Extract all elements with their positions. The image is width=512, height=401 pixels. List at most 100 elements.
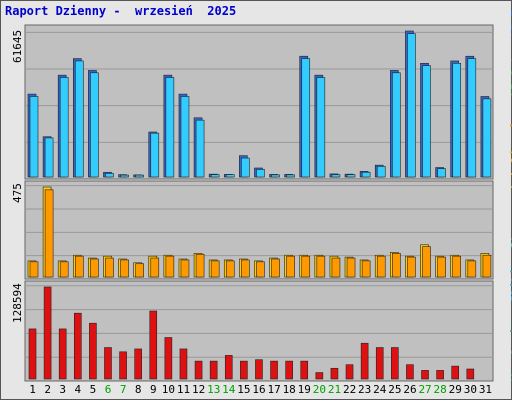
x-tick-label: 19: [297, 383, 311, 396]
bar: [90, 72, 99, 178]
bar: [59, 261, 69, 278]
x-tick-label: 22: [342, 383, 357, 396]
bar: [150, 132, 160, 178]
bar: [209, 360, 218, 380]
x-tick-label: 25: [388, 383, 402, 396]
x-tick-label: 15: [237, 383, 251, 396]
bar: [165, 255, 175, 278]
bar: [179, 348, 188, 380]
bar: [376, 166, 386, 178]
bar: [104, 347, 112, 380]
bar: [180, 259, 190, 278]
bar: [467, 58, 477, 178]
bar: [241, 259, 250, 278]
bar: [271, 258, 280, 278]
bar: [240, 360, 248, 380]
bar: [271, 174, 280, 178]
y-max-label-hits: 61645: [11, 29, 24, 63]
bar: [391, 347, 399, 380]
bar: [361, 171, 371, 178]
bar: [345, 364, 354, 380]
bar: [451, 365, 460, 380]
bar: [285, 360, 293, 380]
bar: [89, 322, 97, 380]
bar: [120, 259, 129, 278]
bar: [29, 261, 39, 278]
x-tick-label: 29: [448, 383, 462, 396]
bar: [195, 119, 205, 178]
bar: [407, 256, 416, 278]
x-axis-labels: 1 2 3 4 5 6 7 8 9 10 11 12 13 14 15 16 17 18 19 20 21 22 23 24 2…: [25, 383, 493, 397]
bar: [392, 72, 401, 178]
bar: [74, 60, 84, 178]
x-tick-label: 11: [176, 383, 191, 396]
bar: [44, 137, 54, 178]
y-max-label-visits: 475: [11, 183, 24, 203]
bar: [346, 257, 356, 278]
bar: [119, 351, 127, 380]
bar: [180, 96, 190, 178]
x-tick-label: 5: [89, 383, 97, 396]
bar: [467, 260, 477, 278]
bar: [482, 98, 492, 178]
bar: [392, 253, 401, 278]
bar: [90, 258, 99, 278]
report-title: Raport Dzienny - wrzesień 2025: [5, 4, 237, 18]
bar: [28, 328, 37, 380]
bar: [436, 370, 444, 380]
x-tick-label: 23: [358, 383, 372, 396]
bar: [43, 286, 52, 380]
bar: [375, 347, 384, 380]
bar: [44, 189, 54, 278]
bar: [407, 33, 416, 178]
bar: [361, 260, 371, 278]
bar: [105, 173, 114, 178]
bar: [315, 372, 324, 380]
bar: [195, 253, 205, 278]
bar: [150, 257, 160, 278]
bar: [422, 65, 431, 178]
x-tick-label: 3: [59, 383, 67, 396]
bar: [120, 174, 129, 178]
y-max-label-traffic: 128594: [11, 283, 24, 323]
x-tick-label: 16: [252, 383, 266, 396]
bar: [255, 359, 263, 380]
bar: [59, 77, 69, 178]
bar: [286, 255, 295, 278]
bar: [437, 256, 446, 278]
x-tick-label: 9: [150, 383, 157, 396]
x-tick-label: 4: [74, 383, 82, 396]
bar: [135, 174, 144, 178]
bar: [105, 257, 114, 278]
x-tick-label: 18: [282, 383, 296, 396]
x-tick-label: 24: [373, 383, 387, 396]
bar: [330, 367, 339, 380]
x-tick-label: 30: [463, 383, 477, 396]
bar: [210, 174, 220, 178]
x-tick-label: 13: [207, 383, 221, 396]
bar: [482, 254, 492, 278]
legend: Wywołania / Pliki / Strony / Lokalizacje…: [494, 3, 512, 381]
x-tick-label: 27: [418, 383, 432, 396]
bar: [135, 263, 144, 278]
bar: [210, 260, 220, 278]
bar: [300, 360, 309, 380]
bar: [437, 168, 446, 178]
x-tick-label: 20: [312, 383, 326, 396]
bar: [225, 260, 235, 278]
bar: [331, 174, 341, 178]
bar: [194, 360, 203, 380]
bar: [301, 58, 311, 178]
bar: [286, 174, 295, 178]
x-tick-label: 12: [191, 383, 206, 396]
bar: [360, 342, 369, 380]
bar: [224, 355, 233, 380]
bar: [270, 360, 278, 380]
bar: [452, 63, 462, 178]
bar: [316, 255, 326, 278]
bar: [256, 169, 265, 178]
x-tick-label: 26: [403, 383, 417, 396]
x-tick-label: 17: [267, 383, 281, 396]
